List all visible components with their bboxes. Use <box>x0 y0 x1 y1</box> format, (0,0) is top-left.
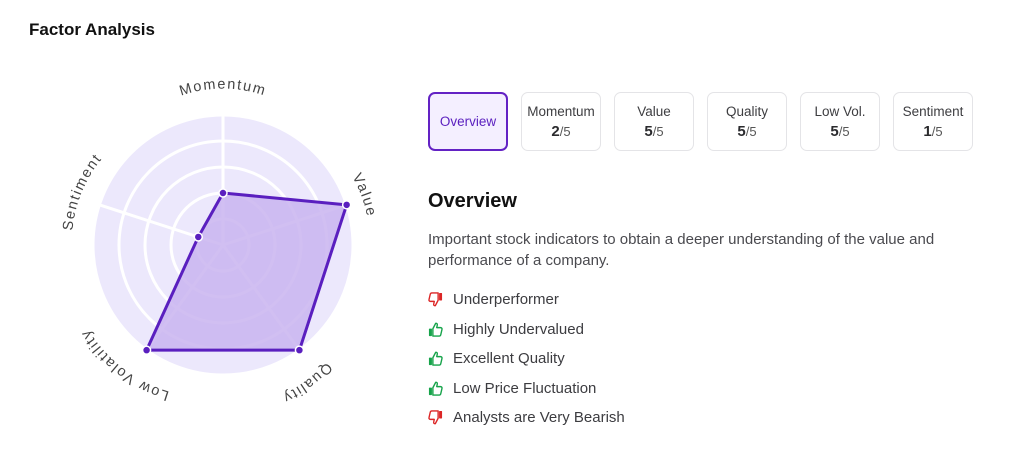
score-max: /5 <box>559 123 571 139</box>
score-point-value <box>341 200 352 210</box>
indicator-text: Highly Undervalued <box>453 320 584 338</box>
list-item: Underperformer <box>428 285 625 315</box>
indicator-text: Underperformer <box>453 291 559 309</box>
tab-value[interactable]: Value 5/5 <box>614 92 694 151</box>
indicator-text: Analysts are Very Bearish <box>453 409 625 427</box>
overview-description: Important stock indicators to obtain a d… <box>428 231 935 269</box>
score-value: 1 <box>923 122 932 140</box>
tab-momentum[interactable]: Momentum 2/5 <box>521 92 601 151</box>
score-max: /5 <box>931 123 943 139</box>
score-point-momentum <box>218 188 228 198</box>
score-polygon <box>145 191 349 352</box>
score-point-low-volatility <box>141 345 152 355</box>
score-point-sentiment <box>193 232 204 242</box>
tab-score: 5/5 <box>830 123 849 140</box>
tab-label: Value <box>637 103 671 119</box>
tab-low-volatility[interactable]: Low Vol. 5/5 <box>800 92 880 151</box>
score-value: 5 <box>737 122 746 140</box>
tab-label: Quality <box>725 103 769 119</box>
list-item: Excellent Quality <box>428 344 625 374</box>
score-points <box>141 188 352 355</box>
axis-label-quality: Quality <box>280 359 336 406</box>
tab-label: Low Vol. <box>814 103 866 119</box>
list-item: Analysts are Very Bearish <box>428 403 625 433</box>
axis-label-momentum: Momentum <box>178 77 269 100</box>
tab-score: 2/5 <box>551 123 570 140</box>
score-value: 2 <box>551 122 560 140</box>
thumbs-down-icon <box>428 410 443 425</box>
tab-score: 5/5 <box>737 123 756 140</box>
tab-label: Momentum <box>527 103 595 119</box>
thumbs-up-icon <box>428 322 443 337</box>
tab-quality[interactable]: Quality 5/5 <box>707 92 787 151</box>
score-value: 5 <box>644 122 653 140</box>
thumbs-up-icon <box>428 351 443 367</box>
tab-label: Sentiment <box>902 103 964 119</box>
score-max: /5 <box>838 123 850 139</box>
factor-tabs: Overview Momentum 2/5 Value 5/5 Quality … <box>428 92 973 151</box>
score-point-quality <box>294 345 305 355</box>
tab-score: 5/5 <box>644 123 663 140</box>
section-title: Factor Analysis <box>29 20 155 39</box>
axis-label-value: Value <box>349 171 380 219</box>
tab-sentiment[interactable]: Sentiment 1/5 <box>893 92 973 151</box>
score-max: /5 <box>745 123 757 139</box>
thumbs-down-icon <box>428 292 443 307</box>
list-item: Low Price Fluctuation <box>428 374 625 404</box>
tab-overview[interactable]: Overview <box>428 92 508 151</box>
factor-radar-chart: Momentum Value Quality Low Volatility Se… <box>60 77 380 406</box>
indicator-text: Excellent Quality <box>453 350 565 368</box>
indicator-list: Underperformer Highly Undervalued Excell… <box>428 285 625 433</box>
indicator-text: Low Price Fluctuation <box>453 379 597 397</box>
score-max: /5 <box>652 123 664 139</box>
score-value: 5 <box>830 122 839 140</box>
tab-label: Overview <box>439 114 497 129</box>
thumbs-up-icon <box>428 381 443 396</box>
list-item: Highly Undervalued <box>428 315 625 345</box>
overview-title: Overview <box>428 190 517 212</box>
tab-score: 1/5 <box>923 123 942 140</box>
